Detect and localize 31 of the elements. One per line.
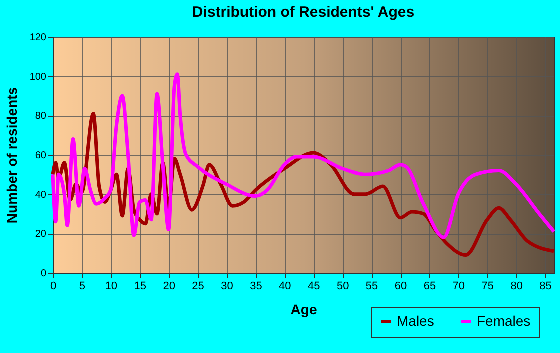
x-tick-label: 70 — [452, 280, 466, 292]
x-tick-label: 35 — [250, 280, 262, 292]
x-tick-label: 65 — [424, 280, 436, 292]
legend-label: Females — [477, 313, 531, 329]
y-tick-label: 40 — [35, 190, 47, 201]
x-tick-label: 25 — [192, 280, 204, 292]
x-tick-label: 15 — [134, 280, 147, 292]
x-tick-label: 0 — [50, 280, 57, 292]
y-tick-label: 0 — [40, 268, 47, 280]
x-tick-label: 80 — [510, 280, 523, 292]
y-tick-label: 120 — [30, 32, 47, 44]
x-axis-title: Age — [290, 302, 318, 318]
y-tick-label: 20 — [35, 229, 47, 240]
x-tick-label: 50 — [336, 280, 350, 292]
chart-title: Distribution of Residents' Ages — [192, 4, 415, 21]
y-tick-label: 60 — [35, 150, 47, 162]
x-tick-label: 85 — [540, 280, 552, 292]
x-tick-label: 10 — [105, 280, 118, 292]
x-tick-label: 55 — [366, 280, 378, 292]
x-tick-label: 40 — [279, 280, 292, 292]
y-tick-label: 80 — [35, 111, 47, 122]
x-tick-label: 60 — [394, 280, 408, 292]
y-axis-title: Number of residents — [4, 87, 20, 224]
line-series — [51, 72, 556, 240]
y-tick-label: 100 — [30, 72, 47, 83]
x-tick-label: 30 — [221, 280, 234, 292]
x-tick-label: 45 — [308, 280, 320, 292]
x-tick-label: 5 — [79, 280, 86, 292]
legend-label: Males — [397, 313, 434, 329]
x-tick-label: 20 — [163, 280, 176, 292]
x-tick-label: 75 — [482, 280, 494, 292]
